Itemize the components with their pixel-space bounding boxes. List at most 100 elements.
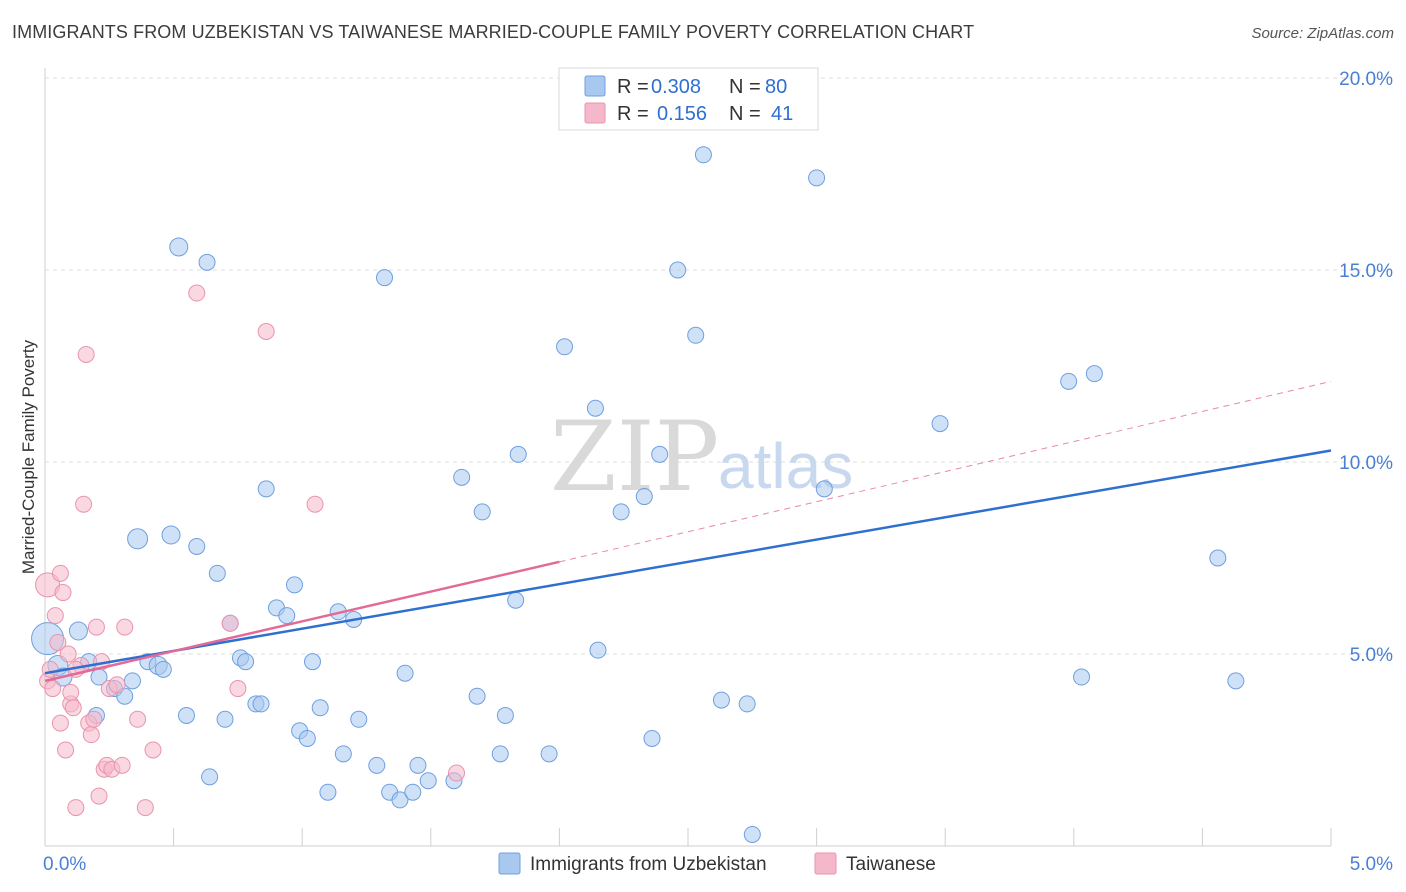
uzbekistan-point [815, 480, 833, 498]
uzbekistan-point [368, 756, 386, 774]
watermark: ZIP atlas [550, 401, 853, 513]
uzbekistan-point [376, 269, 394, 287]
uzbekistan-point [468, 687, 486, 705]
uzbekistan-point [404, 783, 422, 801]
uzbekistan-point [509, 445, 527, 463]
uzbekistan-point [396, 664, 414, 682]
uzbekistan-point [694, 146, 712, 164]
bottom-legend-label-uzbekistan: Immigrants from Uzbekistan [530, 854, 767, 875]
y-tick-labels: 5.0% 10.0% 15.0% 20.0% [1339, 69, 1393, 666]
legend-n-label-taiwanese: N = [729, 103, 761, 125]
uzbekistan-point [391, 791, 409, 809]
uzbekistan-point [257, 480, 275, 498]
legend-n-value-uzbekistan: 80 [765, 76, 787, 98]
uzbekistan-point [319, 783, 337, 801]
trend-lines [44, 380, 1332, 683]
uzbekistan-point [643, 729, 661, 747]
uzbekistan-point [491, 745, 509, 763]
taiwanese-point [51, 564, 69, 582]
taiwanese-point [54, 584, 72, 602]
correlation-legend: R = 0.308 N = 80 R = 0.156 N = 41 [558, 67, 819, 131]
legend-r-value-taiwanese: 0.156 [657, 103, 707, 125]
uzbekistan-point [298, 729, 316, 747]
taiwanese-point [67, 799, 85, 817]
uzbekistan-point [311, 699, 329, 717]
taiwanese-point [144, 741, 162, 759]
x-tick-label: 5.0% [1350, 854, 1393, 875]
y-tick-label: 15.0% [1339, 261, 1393, 282]
chart-source: Source: ZipAtlas.com [1251, 25, 1394, 42]
uzbekistan-point [931, 415, 949, 433]
bottom-legend-label-taiwanese: Taiwanese [846, 854, 936, 875]
uzbekistan-point [586, 399, 604, 417]
uzbekistan-point [334, 745, 352, 763]
uzbekistan-point [201, 768, 219, 786]
bottom-legend-swatch-uzbekistan [498, 852, 521, 875]
taiwanese-point [229, 680, 247, 698]
taiwanese-point [46, 607, 64, 625]
legend-r-label-taiwanese: R = [617, 103, 649, 125]
uzbekistan-point [419, 772, 437, 790]
uzbekistan-point [350, 710, 368, 728]
taiwanese-point [221, 614, 239, 632]
uzbekistan-point [177, 706, 195, 724]
uzbekistan-point [635, 488, 653, 506]
legend-n-label-uzbekistan: N = [729, 76, 761, 98]
uzbekistan-point [453, 468, 471, 486]
legend-r-label-uzbekistan: R = [617, 76, 649, 98]
y-axis-label: Married-Couple Family Poverty [19, 339, 38, 574]
taiwanese-point [57, 741, 75, 759]
series-taiwanese-points [35, 284, 466, 817]
uzbekistan-point [743, 825, 761, 843]
uzbekistan-point [496, 706, 514, 724]
taiwanese-trend-line [44, 560, 560, 683]
uzbekistan-point [540, 745, 558, 763]
taiwanese-point [188, 284, 206, 302]
uzbekistan-point [808, 169, 826, 187]
bottom-legend-swatch-taiwanese [814, 852, 837, 875]
y-tick-label: 20.0% [1339, 69, 1393, 90]
legend-n-value-taiwanese: 41 [771, 103, 793, 125]
taiwanese-point [51, 714, 69, 732]
taiwanese-point [41, 660, 59, 678]
taiwanese-point [44, 680, 62, 698]
uzbekistan-point [556, 338, 574, 356]
uzbekistan-point [154, 660, 172, 678]
uzbekistan-point [669, 261, 687, 279]
watermark-zip: ZIP [550, 401, 719, 513]
taiwanese-trend-extension [559, 380, 1332, 563]
taiwanese-point [257, 322, 275, 340]
uzbekistan-point [216, 710, 234, 728]
uzbekistan-point [1209, 549, 1227, 567]
uzbekistan-point [738, 695, 756, 713]
x-axis-ticks [173, 828, 1332, 846]
taiwanese-point [59, 645, 77, 663]
uzbekistan-point [188, 537, 206, 555]
uzbekistan-point [169, 237, 189, 257]
taiwanese-point [306, 495, 324, 513]
uzbekistan-point [208, 564, 226, 582]
uzbekistan-point [127, 528, 149, 550]
taiwanese-point [64, 699, 82, 717]
gridlines [45, 77, 1392, 655]
legend-r-value-uzbekistan: 0.308 [651, 76, 701, 98]
taiwanese-point [129, 710, 147, 728]
legend-swatch-taiwanese [584, 102, 606, 124]
watermark-atlas: atlas [718, 430, 853, 502]
x-tick-labels: 0.0% 5.0% [43, 854, 1393, 875]
uzbekistan-point [303, 653, 321, 671]
uzbekistan-point [1227, 672, 1245, 690]
x-tick-label: 0.0% [43, 854, 86, 875]
uzbekistan-point [507, 591, 525, 609]
taiwanese-point [116, 618, 134, 636]
taiwanese-point [136, 799, 154, 817]
taiwanese-point [90, 787, 108, 805]
taiwanese-point [85, 710, 103, 728]
taiwanese-point [82, 726, 100, 744]
uzbekistan-point [285, 576, 303, 594]
uzbekistan-point [651, 445, 669, 463]
uzbekistan-point [278, 607, 296, 625]
uzbekistan-point [687, 326, 705, 344]
uzbekistan-point [1085, 365, 1103, 383]
